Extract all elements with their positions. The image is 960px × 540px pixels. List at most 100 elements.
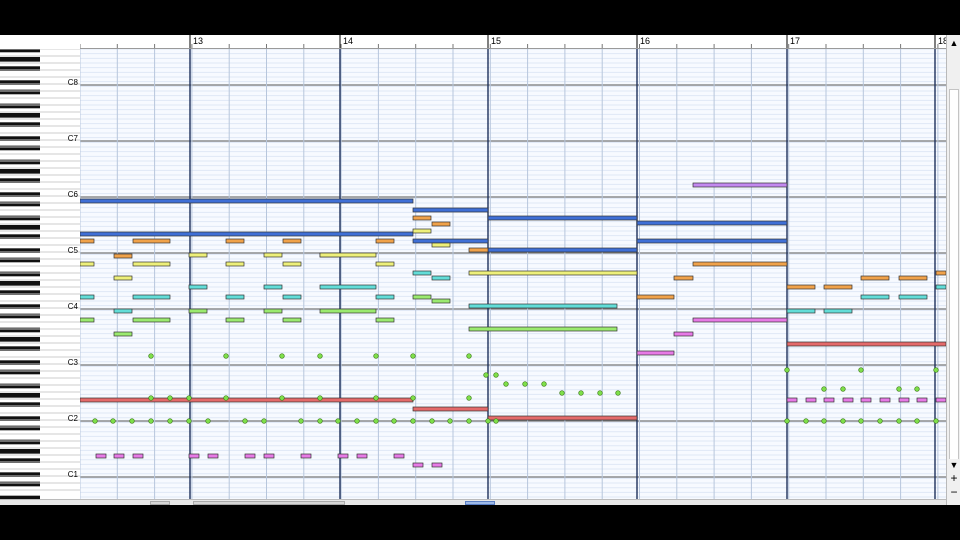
black-key[interactable]: [0, 346, 40, 351]
note[interactable]: [225, 238, 245, 244]
measure-ruler[interactable]: 13 14 15 16 17 18: [80, 35, 948, 49]
note-dot[interactable]: [597, 390, 603, 396]
note[interactable]: [692, 261, 788, 267]
black-key[interactable]: [0, 304, 40, 309]
note-dot[interactable]: [784, 367, 790, 373]
note[interactable]: [935, 270, 946, 276]
black-key[interactable]: [0, 290, 40, 295]
note-dot[interactable]: [858, 418, 864, 424]
note[interactable]: [412, 207, 489, 213]
black-key[interactable]: [0, 472, 40, 477]
note[interactable]: [375, 238, 395, 244]
note[interactable]: [412, 294, 432, 300]
note[interactable]: [263, 284, 283, 290]
black-key[interactable]: [0, 448, 40, 454]
note-dot[interactable]: [410, 418, 416, 424]
note[interactable]: [80, 317, 95, 323]
note[interactable]: [468, 247, 489, 253]
note[interactable]: [468, 270, 638, 276]
piano-keys[interactable]: [0, 49, 80, 499]
note[interactable]: [263, 308, 283, 314]
note-dot[interactable]: [896, 386, 902, 392]
note[interactable]: [805, 397, 817, 403]
note[interactable]: [673, 275, 694, 281]
note-dot[interactable]: [317, 418, 323, 424]
note[interactable]: [487, 247, 638, 253]
horizontal-scrollbar[interactable]: [0, 499, 946, 505]
note[interactable]: [431, 221, 451, 227]
note[interactable]: [786, 341, 946, 347]
note[interactable]: [282, 294, 302, 300]
note[interactable]: [412, 215, 432, 221]
note[interactable]: [692, 317, 788, 323]
note[interactable]: [80, 198, 414, 204]
note-dot[interactable]: [242, 418, 248, 424]
black-key[interactable]: [0, 495, 40, 499]
black-key[interactable]: [0, 439, 40, 445]
note[interactable]: [412, 270, 432, 276]
note[interactable]: [113, 453, 125, 459]
note-dot[interactable]: [261, 418, 267, 424]
scrollbar-thumb[interactable]: [949, 89, 959, 461]
note-dot[interactable]: [559, 390, 565, 396]
note[interactable]: [898, 397, 910, 403]
note[interactable]: [282, 317, 302, 323]
vertical-scrollbar[interactable]: ▲ ▼ + −: [946, 35, 960, 505]
note[interactable]: [113, 331, 133, 337]
note-dot[interactable]: [148, 395, 154, 401]
note[interactable]: [823, 284, 853, 290]
note[interactable]: [393, 453, 405, 459]
note[interactable]: [935, 397, 946, 403]
note[interactable]: [468, 303, 618, 309]
note-dot[interactable]: [784, 418, 790, 424]
note[interactable]: [823, 308, 853, 314]
note[interactable]: [842, 397, 854, 403]
note-grid[interactable]: [80, 49, 946, 499]
piano-keyboard[interactable]: C8 C7 C6 C5 C4 C3 C2 C1: [0, 49, 81, 499]
note-dot[interactable]: [167, 395, 173, 401]
note[interactable]: [898, 294, 928, 300]
note[interactable]: [319, 308, 377, 314]
note[interactable]: [431, 275, 451, 281]
note-dot[interactable]: [483, 372, 489, 378]
note-dot[interactable]: [858, 367, 864, 373]
note-dot[interactable]: [129, 418, 135, 424]
note-dot[interactable]: [840, 418, 846, 424]
note[interactable]: [636, 350, 675, 356]
note[interactable]: [132, 453, 144, 459]
black-key[interactable]: [0, 136, 40, 141]
note[interactable]: [225, 294, 245, 300]
note[interactable]: [132, 317, 171, 323]
note[interactable]: [95, 453, 107, 459]
note[interactable]: [431, 298, 451, 304]
note-dot[interactable]: [317, 353, 323, 359]
note[interactable]: [356, 453, 368, 459]
note[interactable]: [375, 294, 395, 300]
note-dot[interactable]: [821, 418, 827, 424]
black-key[interactable]: [0, 159, 40, 165]
black-key[interactable]: [0, 402, 40, 407]
black-key[interactable]: [0, 112, 40, 118]
note-dot[interactable]: [223, 353, 229, 359]
note[interactable]: [487, 415, 638, 421]
note-dot[interactable]: [877, 418, 883, 424]
note[interactable]: [282, 261, 302, 267]
black-key[interactable]: [0, 215, 40, 221]
note[interactable]: [673, 331, 694, 337]
note-dot[interactable]: [466, 418, 472, 424]
note[interactable]: [132, 238, 171, 244]
note-dot[interactable]: [541, 381, 547, 387]
black-key[interactable]: [0, 201, 40, 207]
note-dot[interactable]: [821, 386, 827, 392]
note-dot[interactable]: [410, 395, 416, 401]
note[interactable]: [225, 261, 245, 267]
note[interactable]: [319, 284, 377, 290]
note[interactable]: [898, 275, 928, 281]
note-dot[interactable]: [354, 418, 360, 424]
note-dot[interactable]: [186, 395, 192, 401]
note-dot[interactable]: [391, 418, 397, 424]
note[interactable]: [636, 294, 675, 300]
note-dot[interactable]: [148, 418, 154, 424]
note-dot[interactable]: [466, 395, 472, 401]
note[interactable]: [412, 238, 489, 244]
